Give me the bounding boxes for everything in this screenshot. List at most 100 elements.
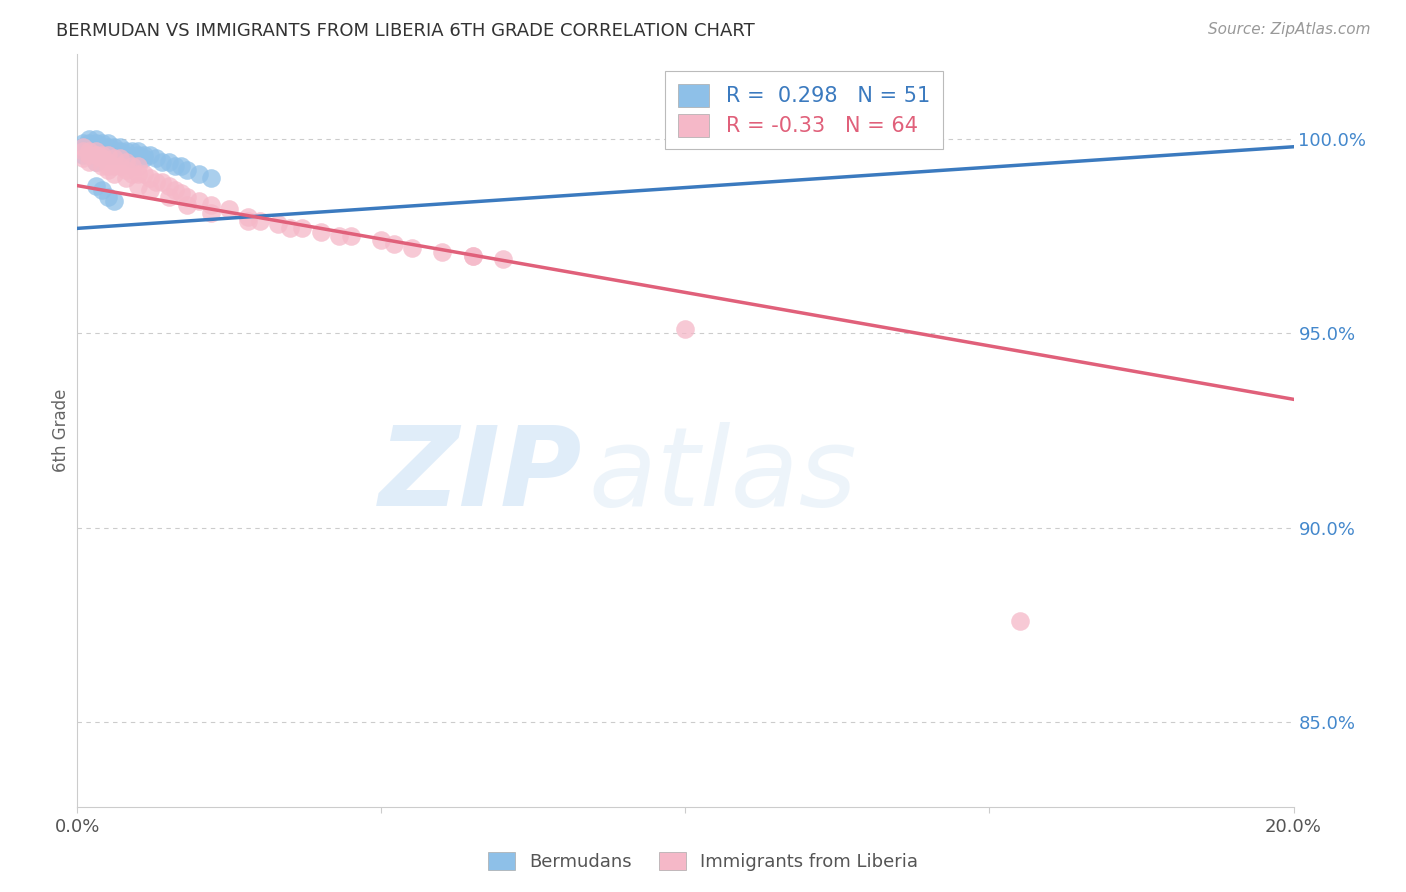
Point [1008,614,1031,628]
Text: atlas: atlas [588,422,856,529]
Point [278,221,301,235]
Point [127,159,149,173]
Point [84,178,107,193]
Point [84,147,107,161]
Point [72,144,94,158]
Point [218,202,240,216]
Point [72,140,94,154]
Point [127,167,149,181]
Point [79,144,101,158]
Point [176,163,198,178]
Point [84,147,107,161]
Point [97,163,120,178]
Point [461,248,484,262]
Point [108,147,131,161]
Point [90,152,112,166]
Point [492,252,515,267]
Point [108,152,131,166]
Point [127,178,149,193]
Point [176,190,198,204]
Point [84,144,107,158]
Point [236,213,259,227]
Point [145,152,167,166]
Point [461,248,484,262]
Point [90,159,112,173]
Point [163,159,186,173]
Point [176,198,198,212]
Point [79,155,101,169]
Point [79,136,101,150]
Point [115,170,138,185]
Point [139,170,162,185]
Point [370,233,392,247]
Point [97,155,120,169]
Point [152,175,174,189]
Point [139,182,162,196]
Point [103,152,125,166]
Point [134,152,156,166]
Point [139,147,162,161]
Point [309,225,332,239]
Point [84,132,107,146]
Legend: R =  0.298   N = 51, R = -0.33   N = 64: R = 0.298 N = 51, R = -0.33 N = 64 [665,71,942,149]
Point [90,147,112,161]
Point [127,147,149,161]
Point [121,159,143,173]
Point [79,144,101,158]
Point [152,155,174,169]
Legend: Bermudans, Immigrants from Liberia: Bermudans, Immigrants from Liberia [481,845,925,879]
Point [200,198,222,212]
Point [90,182,112,196]
Point [163,182,186,196]
Point [249,213,271,227]
Point [90,140,112,154]
Point [84,140,107,154]
Point [170,186,193,201]
Point [115,163,138,178]
Point [675,322,697,336]
Point [188,194,211,209]
Point [97,136,120,150]
Text: Source: ZipAtlas.com: Source: ZipAtlas.com [1208,22,1371,37]
Point [157,155,180,169]
Point [103,140,125,154]
Point [90,147,112,161]
Text: ZIP: ZIP [378,422,582,529]
Point [103,147,125,161]
Point [97,140,120,154]
Point [72,147,94,161]
Point [97,147,120,161]
Point [97,144,120,158]
Point [134,167,156,181]
Point [188,167,211,181]
Point [121,144,143,158]
Y-axis label: 6th Grade: 6th Grade [52,389,70,472]
Point [115,147,138,161]
Point [134,147,156,161]
Point [72,144,94,158]
Point [382,236,405,251]
Point [97,147,120,161]
Point [108,144,131,158]
Point [170,159,193,173]
Point [401,241,423,255]
Point [90,144,112,158]
Point [236,210,259,224]
Point [157,190,180,204]
Point [79,140,101,154]
Point [79,132,101,146]
Point [432,244,454,259]
Point [72,136,94,150]
Point [115,144,138,158]
Point [90,152,112,166]
Point [97,190,120,204]
Point [127,144,149,158]
Point [340,229,363,244]
Point [103,159,125,173]
Point [79,147,101,161]
Point [84,144,107,158]
Point [157,178,180,193]
Point [121,167,143,181]
Point [200,170,222,185]
Point [103,144,125,158]
